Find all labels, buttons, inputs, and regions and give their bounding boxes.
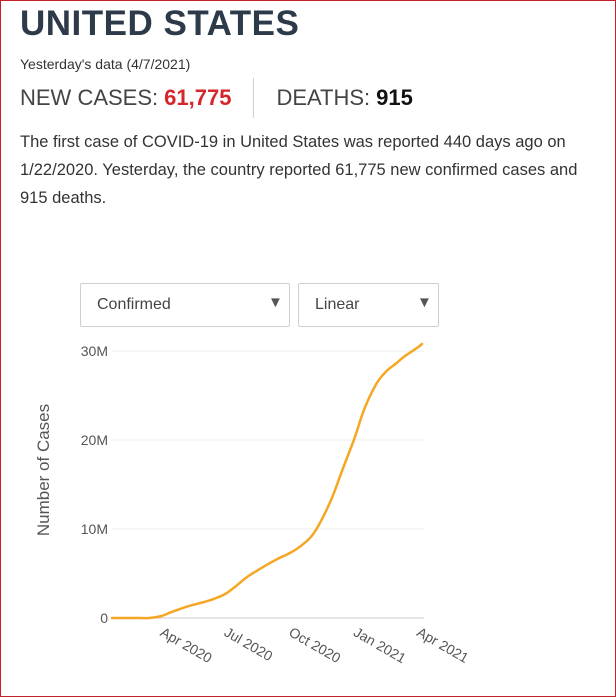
deaths-value: 915 bbox=[376, 85, 413, 110]
data-date-note: Yesterday's data (4/7/2021) bbox=[20, 56, 191, 72]
confirmed-cases-line bbox=[110, 342, 424, 620]
x-tick-label: Jan 2021 bbox=[351, 624, 409, 667]
stats-divider bbox=[253, 78, 255, 118]
y-axis-ticks: 0 10M 20M 30M bbox=[81, 343, 108, 626]
deaths-stat: DEATHS: 915 bbox=[276, 85, 412, 111]
new-cases-label: NEW CASES: bbox=[20, 85, 159, 110]
y-tick-label: 10M bbox=[81, 521, 108, 537]
new-cases-stat: NEW CASES: 61,775 bbox=[20, 85, 231, 111]
x-axis-ticks: Apr 2020 Jul 2020 Oct 2020 Jan 2021 Apr 2021 bbox=[158, 624, 472, 667]
chart-grid bbox=[112, 350, 424, 619]
scale-dropdown-value: Linear bbox=[315, 296, 360, 313]
scale-dropdown[interactable]: Linear ▼ bbox=[298, 283, 439, 327]
country-title: UNITED STATES bbox=[20, 4, 300, 43]
metric-dropdown[interactable]: Confirmed ▼ bbox=[80, 283, 290, 327]
caret-down-icon: ▼ bbox=[268, 294, 283, 311]
deaths-label: DEATHS: bbox=[276, 85, 371, 110]
x-tick-label: Apr 2021 bbox=[414, 624, 471, 666]
y-axis-label: Number of Cases bbox=[34, 404, 53, 536]
x-tick-label: Oct 2020 bbox=[286, 624, 343, 666]
y-tick-label: 20M bbox=[81, 432, 108, 448]
x-tick-label: Apr 2020 bbox=[158, 624, 215, 666]
summary-paragraph: The first case of COVID-19 in United Sta… bbox=[20, 133, 578, 207]
x-tick-label: Jul 2020 bbox=[222, 624, 276, 664]
y-tick-label: 0 bbox=[100, 610, 108, 626]
cases-line-chart: 0 10M 20M 30M Apr 2020 Jul 2020 Oct 2020 Jan 2… bbox=[34, 342, 472, 667]
new-cases-value: 61,775 bbox=[164, 85, 232, 110]
metric-dropdown-value: Confirmed bbox=[97, 296, 171, 313]
caret-down-icon: ▼ bbox=[417, 294, 432, 311]
stats-row: NEW CASES: 61,775 DEATHS: 915 bbox=[20, 78, 413, 118]
y-tick-label: 30M bbox=[81, 343, 108, 359]
